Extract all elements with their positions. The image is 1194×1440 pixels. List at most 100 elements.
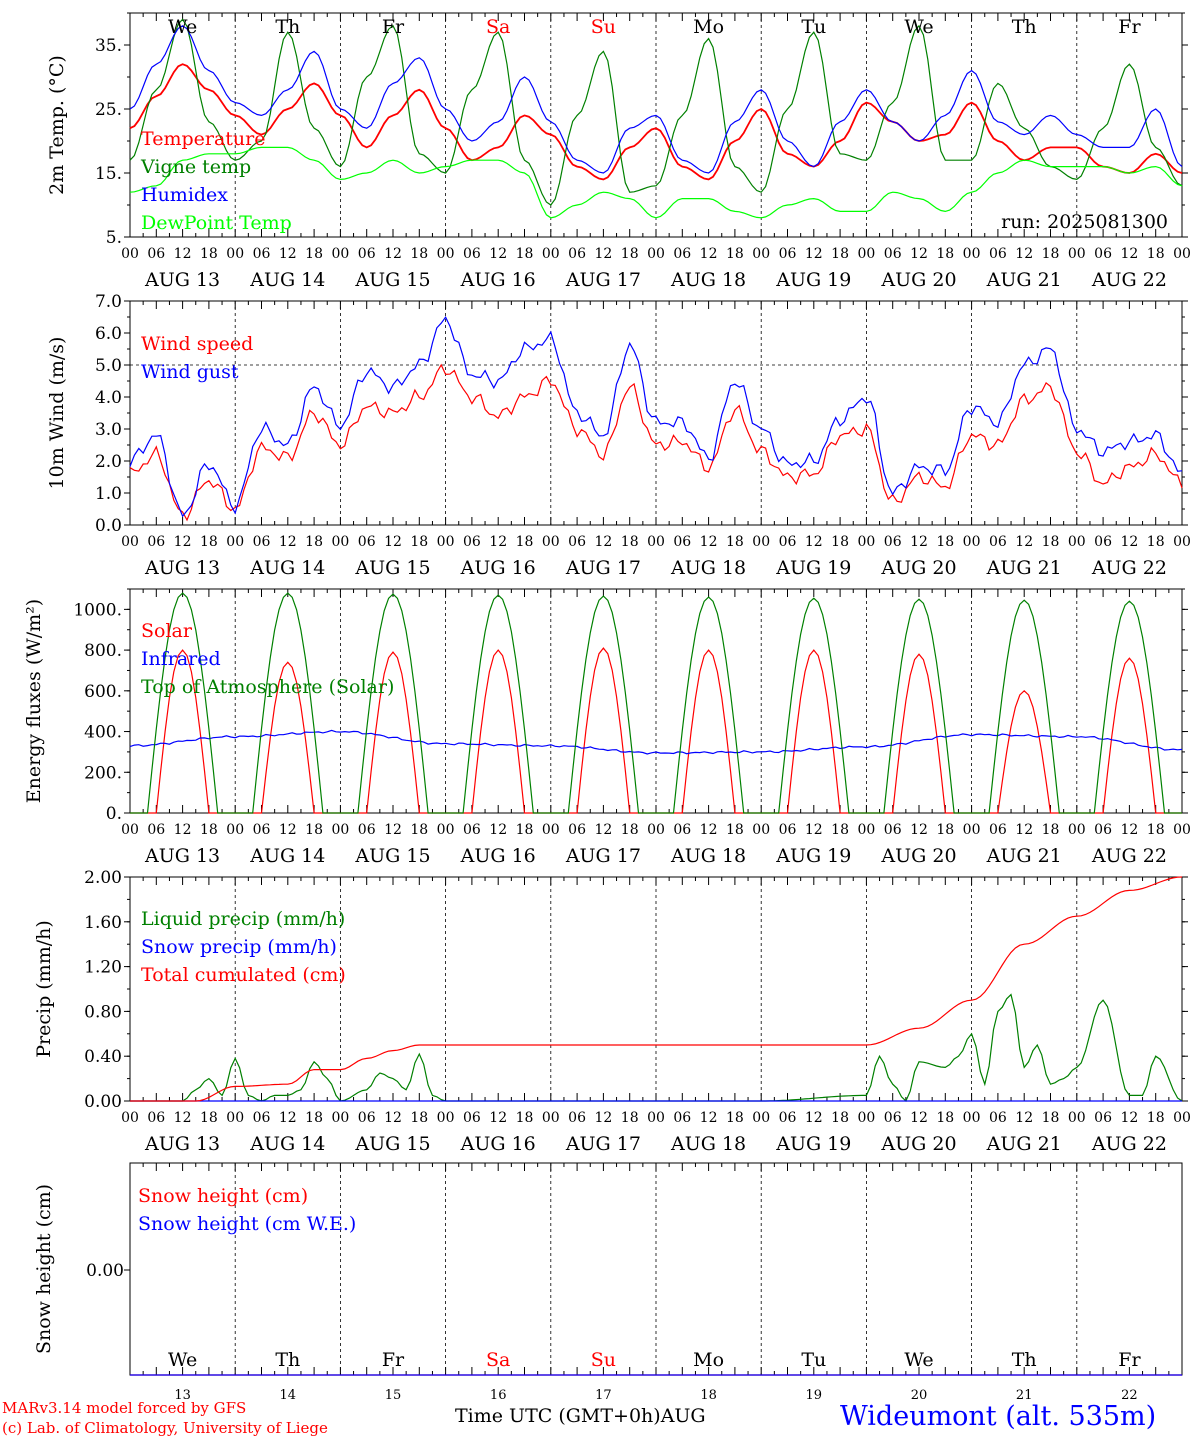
hour-tick-label: 12 (384, 822, 402, 838)
y-tick-label: 5.0 (95, 356, 122, 376)
day-number-label: 14 (280, 1388, 297, 1403)
weekday-label: Mo (693, 16, 724, 38)
hour-tick-label: 18 (621, 822, 639, 838)
hour-tick-label: 12 (174, 1110, 192, 1126)
hour-tick-label: 00 (963, 534, 981, 550)
hour-tick-label: 06 (779, 246, 797, 262)
date-label: AUG 21 (986, 269, 1062, 291)
hour-tick-label: 00 (542, 822, 560, 838)
model-credit: MARv3.14 model forced by GFS (2, 1399, 247, 1417)
legend-entry: Wind speed (141, 333, 253, 355)
date-label: AUG 15 (354, 1133, 430, 1155)
date-label: AUG 17 (565, 269, 641, 291)
day-number-label: 15 (385, 1388, 402, 1403)
series-vigne-temp (129, 18, 1183, 206)
date-label: AUG 15 (354, 269, 430, 291)
y-tick-label: 1.60 (84, 913, 122, 933)
hour-tick-label: 06 (989, 534, 1007, 550)
legend-entry: Liquid precip (mm/h) (141, 908, 345, 930)
hour-tick-label: 00 (752, 822, 770, 838)
hour-tick-label: 06 (147, 246, 165, 262)
hour-tick-label: 18 (410, 246, 428, 262)
day-number-label: 17 (595, 1388, 612, 1403)
hour-tick-label: 06 (1094, 534, 1112, 550)
hour-tick-label: 18 (936, 246, 954, 262)
y-axis-label: Precip (mm/h) (33, 920, 55, 1058)
day-number-label: 21 (1016, 1388, 1033, 1403)
hour-tick-label: 12 (805, 534, 823, 550)
hour-tick-label: 18 (200, 822, 218, 838)
y-tick-label: 200. (84, 763, 122, 783)
hour-tick-label: 18 (516, 246, 534, 262)
legend-entry: Total cumulated (cm) (141, 964, 346, 986)
weekday-label: Mo (693, 1349, 724, 1371)
hour-tick-label: 18 (410, 1110, 428, 1126)
hour-tick-label: 18 (516, 822, 534, 838)
hour-tick-label: 00 (752, 246, 770, 262)
date-label: AUG 18 (670, 1133, 746, 1155)
hour-tick-label: 12 (1120, 246, 1138, 262)
hour-tick-label: 00 (752, 1110, 770, 1126)
hour-tick-label: 18 (410, 822, 428, 838)
hour-tick-label: 00 (647, 534, 665, 550)
y-tick-label: 35. (95, 36, 122, 56)
hour-tick-label: 12 (594, 1110, 612, 1126)
day-number-label: 20 (911, 1388, 928, 1403)
hour-tick-label: 18 (1147, 1110, 1165, 1126)
y-tick-label: 800. (84, 641, 122, 661)
hour-tick-label: 18 (305, 1110, 323, 1126)
hour-tick-label: 06 (568, 1110, 586, 1126)
hour-tick-label: 06 (253, 534, 271, 550)
hour-tick-label: 18 (726, 534, 744, 550)
date-label: AUG 15 (354, 557, 430, 579)
hour-tick-label: 18 (726, 822, 744, 838)
hour-tick-label: 00 (121, 1110, 139, 1126)
hour-tick-label: 00 (226, 246, 244, 262)
hour-tick-label: 06 (1094, 246, 1112, 262)
hour-tick-label: 00 (542, 534, 560, 550)
date-label: AUG 19 (775, 1133, 851, 1155)
y-tick-label: 600. (84, 682, 122, 702)
hour-tick-label: 06 (884, 822, 902, 838)
hour-tick-label: 18 (200, 246, 218, 262)
y-tick-label: 4.0 (95, 388, 122, 408)
hour-tick-label: 00 (542, 1110, 560, 1126)
weekday-label: Tu (801, 16, 826, 38)
legend-entry: Snow height (cm) (138, 1185, 308, 1207)
weekday-label: Th (275, 16, 300, 38)
legend-entry: Vigne temp (140, 156, 251, 178)
hour-tick-label: 00 (331, 534, 349, 550)
hour-tick-label: 12 (805, 822, 823, 838)
hour-tick-label: 12 (279, 534, 297, 550)
hour-tick-label: 00 (1068, 822, 1086, 838)
hour-tick-label: 00 (1068, 534, 1086, 550)
y-tick-label: 400. (84, 723, 122, 743)
date-label: AUG 22 (1091, 1133, 1167, 1155)
weekday-label: Sa (486, 1349, 510, 1371)
weekday-label: We (168, 1349, 197, 1371)
legend-entry: Infrared (141, 648, 221, 670)
weekday-label: We (168, 16, 197, 38)
hour-tick-label: 12 (910, 534, 928, 550)
hour-tick-label: 00 (226, 822, 244, 838)
station-name: Wideumont (alt. 535m) (840, 1401, 1157, 1432)
series-wind-speed (129, 363, 1183, 522)
y-axis-label: 10m Wind (m/s) (46, 337, 68, 490)
hour-tick-label: 18 (305, 246, 323, 262)
weekday-label: We (904, 1349, 933, 1371)
hour-tick-label: 18 (726, 1110, 744, 1126)
day-number-label: 19 (806, 1388, 823, 1403)
hour-tick-label: 18 (726, 246, 744, 262)
date-label: AUG 14 (249, 1133, 325, 1155)
hour-tick-label: 06 (884, 1110, 902, 1126)
hour-tick-label: 06 (884, 246, 902, 262)
hour-tick-label: 12 (910, 822, 928, 838)
series-dewpoint-temp (129, 146, 1183, 219)
hour-tick-label: 12 (279, 1110, 297, 1126)
date-label: AUG 20 (880, 845, 956, 867)
hour-tick-label: 00 (857, 822, 875, 838)
hour-tick-label: 18 (1042, 246, 1060, 262)
date-label: AUG 14 (249, 845, 325, 867)
hour-tick-label: 00 (542, 246, 560, 262)
